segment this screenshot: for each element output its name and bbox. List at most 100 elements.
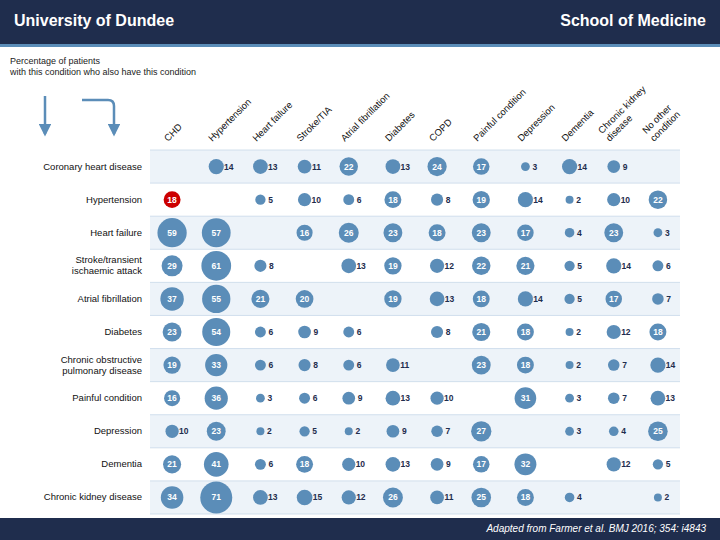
bubble	[209, 159, 224, 174]
data-label: 7	[666, 294, 671, 304]
data-label: 15	[313, 492, 323, 502]
bubble	[202, 318, 230, 346]
down-arrow	[44, 96, 47, 134]
data-label: 16	[167, 393, 177, 403]
bubble	[431, 458, 444, 471]
data-label: 18	[167, 195, 177, 205]
bubble	[430, 392, 443, 405]
data-label: 37	[167, 294, 177, 304]
bubble	[296, 290, 314, 308]
bubble	[652, 293, 664, 305]
data-label: 32	[521, 459, 531, 469]
bubble	[565, 228, 575, 238]
column-label: Dementia	[559, 106, 596, 143]
header-accent	[0, 44, 720, 47]
bubble	[297, 225, 313, 241]
bubble	[473, 158, 490, 175]
data-label: 17	[521, 228, 531, 238]
bubble	[384, 290, 401, 307]
data-label: 13	[268, 492, 278, 502]
footer: Adapted from Farmer et al. BMJ 2016; 354…	[485, 523, 706, 534]
row-separator	[150, 183, 680, 184]
row-label: Depression	[94, 425, 142, 436]
bubble	[299, 393, 310, 404]
data-label: 4	[577, 492, 582, 502]
bubble	[565, 427, 574, 436]
data-label: 2	[576, 360, 581, 370]
bubble	[383, 487, 403, 507]
data-label: 23	[477, 360, 487, 370]
bubble	[386, 358, 400, 372]
bubble	[604, 223, 623, 242]
data-label: 8	[446, 195, 451, 205]
bubble	[162, 255, 183, 276]
data-label: 23	[388, 228, 398, 238]
data-label: 18	[521, 492, 531, 502]
data-label: 14	[622, 261, 632, 271]
column-label: Depression	[515, 102, 557, 144]
row-stripe	[150, 150, 680, 183]
data-label: 11	[400, 360, 409, 370]
data-label: 8	[313, 360, 318, 370]
row-label: Painful condition	[72, 392, 142, 403]
bubble	[299, 359, 311, 371]
data-label: 5	[268, 195, 273, 205]
bubble	[471, 421, 491, 441]
row-label: Hypertension	[86, 193, 142, 204]
data-label: 23	[212, 426, 222, 436]
data-label: 31	[521, 393, 531, 403]
data-label: 55	[212, 294, 222, 304]
column-label: COPD	[427, 116, 454, 143]
data-label: 10	[621, 195, 631, 205]
data-label: 13	[401, 162, 411, 172]
data-label: 7	[622, 360, 627, 370]
data-label: 17	[477, 459, 487, 469]
data-label: 5	[312, 426, 317, 436]
data-label: 26	[388, 492, 398, 502]
data-label: 7	[445, 426, 450, 436]
bubble	[160, 287, 183, 310]
row-separator	[150, 381, 680, 382]
bubble	[296, 456, 313, 473]
data-label: 23	[609, 228, 619, 238]
row-stripe	[150, 415, 680, 448]
data-label: 2	[665, 492, 670, 502]
bubble	[650, 357, 665, 372]
bubble	[255, 459, 266, 470]
bubble	[564, 294, 574, 304]
data-label: 11	[312, 162, 321, 172]
bubble	[607, 457, 621, 471]
bubble	[608, 392, 620, 404]
bubble	[430, 259, 444, 273]
bubble	[472, 257, 490, 275]
bubble	[517, 489, 534, 506]
bubble	[342, 490, 356, 504]
bubble	[164, 191, 181, 208]
column-label: Diabetes	[383, 109, 417, 143]
data-label: 18	[300, 459, 310, 469]
data-label: 34	[167, 492, 177, 502]
data-label: 3	[577, 393, 582, 403]
bubble	[649, 190, 667, 208]
bubble	[202, 285, 230, 313]
bubble	[608, 359, 620, 371]
data-label: 5	[577, 261, 582, 271]
row-label: Heart failure	[90, 226, 142, 237]
bubble	[606, 258, 621, 273]
data-label: 23	[167, 327, 177, 337]
data-label: 9	[358, 393, 363, 403]
bubble	[386, 159, 401, 174]
chart: University of DundeeSchool of MedicinePe…	[0, 0, 720, 540]
data-label: 21	[256, 294, 266, 304]
data-label: 6	[666, 261, 671, 271]
bubble	[384, 191, 401, 208]
data-label: 19	[388, 294, 398, 304]
data-label: 10	[179, 426, 189, 436]
data-label: 13	[356, 261, 366, 271]
bubble	[201, 251, 231, 281]
bubble	[255, 327, 266, 338]
data-label: 18	[521, 327, 531, 337]
bubble	[607, 193, 620, 206]
bubble	[565, 493, 575, 503]
data-label: 10	[444, 393, 454, 403]
